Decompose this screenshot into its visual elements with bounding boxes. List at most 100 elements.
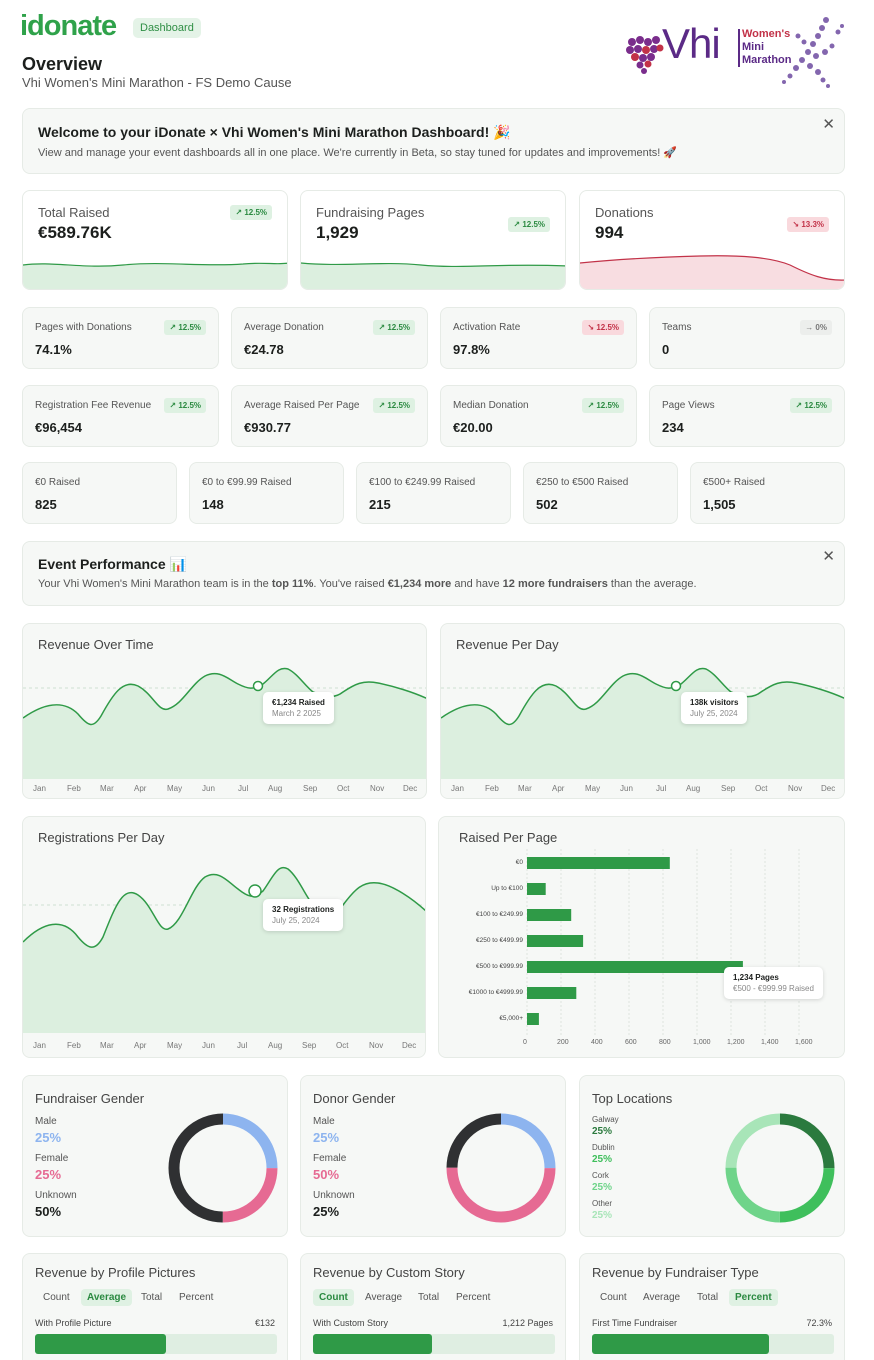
donut-segment-female — [446, 1113, 556, 1223]
bucket-100-249-raised: €100 to €249.99 Raised 215 — [356, 462, 511, 524]
card-title: Donor Gender — [313, 1091, 396, 1106]
stat-label: Page Views — [662, 400, 715, 411]
tab-count[interactable]: Count — [313, 1289, 354, 1306]
stat-label: Median Donation — [453, 400, 529, 411]
bucket-500-plus-raised: €500+ Raised 1,505 — [690, 462, 845, 524]
kpi-label: Fundraising Pages — [316, 205, 425, 220]
welcome-title: Welcome to your iDonate × Vhi Women's Mi… — [38, 124, 511, 140]
bucket-label: €100 to €249.99 Raised — [369, 477, 476, 488]
kpi-label: Total Raised — [38, 205, 110, 220]
x-tick-label: 600 — [625, 1039, 637, 1046]
stat-label: Registration Fee Revenue — [35, 400, 152, 411]
idonate-logo[interactable]: idonate — [20, 10, 117, 42]
stat-label: Average Raised Per Page — [244, 400, 360, 411]
tab-average[interactable]: Average — [643, 1292, 681, 1303]
card-title: Revenue by Fundraiser Type — [592, 1265, 759, 1280]
bar-value: 72.3% — [806, 1318, 832, 1328]
close-icon[interactable]: ✕ — [822, 116, 835, 133]
legend-value-male: 25% — [35, 1130, 62, 1145]
legend-value-cork: 25% — [592, 1182, 613, 1193]
chart-tooltip: €1,234 Raised March 2 2025 — [263, 692, 334, 724]
tab-average[interactable]: Average — [81, 1289, 133, 1306]
bar[interactable] — [527, 961, 743, 973]
performance-text: Your Vhi Women's Mini Marathon team is i… — [38, 578, 697, 590]
chart-title: Revenue Per Day — [456, 637, 559, 652]
heart-icon — [626, 17, 844, 88]
dashboard-badge: Dashboard — [133, 18, 201, 38]
tab-percent[interactable]: Percent — [456, 1292, 491, 1303]
card-title: Revenue by Custom Story — [313, 1265, 465, 1280]
bucket-label: €250 to €500 Raised — [536, 477, 629, 488]
y-category-label: Up to €100 — [491, 885, 523, 892]
stat-pages-with-donations: Pages with Donations 74.1% ↗ 12.5% — [22, 307, 219, 369]
tab-total[interactable]: Total — [697, 1292, 719, 1303]
donut-chart — [725, 1113, 835, 1223]
raised-per-page-chart: Raised Per Page 0 200 400 600 800 1,000 1,200 1… — [438, 816, 845, 1058]
bucket-label: €0 to €99.99 Raised — [202, 477, 292, 488]
tab-average[interactable]: Average — [365, 1292, 403, 1303]
bar[interactable] — [527, 1013, 539, 1025]
stat-median-donation: Median Donation €20.00 ↗ 12.5% — [440, 385, 637, 447]
month-axis: Jan Feb Mar Apr May Jun Jul Aug Sep Oct Nov Dec — [33, 784, 418, 793]
legend-label-male: Male — [313, 1116, 335, 1127]
trend-badge: → 0% — [800, 320, 832, 335]
legend-value-female: 25% — [35, 1167, 62, 1182]
trend-badge: ↘ 12.5% — [582, 320, 624, 335]
legend-value-unknown: 50% — [35, 1204, 62, 1219]
tab-count[interactable]: Count — [43, 1292, 70, 1303]
bar-value: €132 — [254, 1318, 275, 1328]
card-title: Revenue by Profile Pictures — [35, 1265, 196, 1280]
month-axis: Jan Feb Mar Apr May Jun Jul Aug Sep Oct Nov Dec — [33, 1041, 417, 1050]
x-tick-label: 1,400 — [761, 1039, 779, 1046]
trend-badge: ↗ 12.5% — [164, 398, 206, 413]
page-title: Overview — [22, 54, 103, 74]
registrations-per-day-chart: Registrations Per Day 32 Registrations Ju… — [22, 816, 426, 1058]
bar-chart — [526, 849, 800, 1035]
stat-value: €20.00 — [453, 420, 493, 435]
kpi-card-total-raised: Total Raised €589.76K ↗ 12.5% — [22, 190, 288, 290]
bucket-value: 1,505 — [703, 497, 736, 512]
donut-segment-cork — [725, 1113, 835, 1223]
card-title: Top Locations — [592, 1091, 673, 1106]
trend-badge: ↗ 12.5% — [508, 217, 550, 232]
legend-label-female: Female — [35, 1153, 69, 1164]
stat-value: 0 — [662, 342, 670, 357]
bar[interactable] — [527, 987, 577, 999]
bar-chart-labels: 0 200 400 600 800 1,000 1,200 1,400 1,600 €0 Up to… — [439, 817, 844, 1057]
bar[interactable] — [527, 857, 670, 869]
y-category-label: €5,000+ — [499, 1015, 523, 1022]
tab-total[interactable]: Total — [418, 1292, 440, 1303]
legend-label-other: Other — [592, 1199, 613, 1208]
tab-count[interactable]: Count — [600, 1292, 627, 1303]
revenue-over-time-chart: Revenue Over Time €1,234 Raised March 2 2… — [22, 623, 427, 799]
tab-percent[interactable]: Percent — [729, 1289, 778, 1306]
kpi-value: 1,929 — [316, 223, 359, 242]
bar[interactable] — [527, 909, 572, 921]
bar[interactable] — [527, 935, 584, 947]
bar-label: First Time Fundraiser — [592, 1318, 678, 1328]
revenue-by-fundraiser-type-card: Revenue by Fundraiser Type Count Average… — [579, 1253, 845, 1360]
welcome-banner: Welcome to your iDonate × Vhi Women's Mi… — [22, 108, 845, 174]
legend-label-cork: Cork — [592, 1171, 609, 1180]
stat-value: €930.77 — [244, 420, 291, 435]
stat-activation-rate: Activation Rate 97.8% ↘ 12.5% — [440, 307, 637, 369]
progress-track — [313, 1334, 555, 1354]
sparkline — [301, 262, 565, 289]
tab-total[interactable]: Total — [141, 1292, 163, 1303]
donor-gender-card: Donor Gender Male 25% Female 50% Unknown… — [300, 1075, 566, 1237]
vhi-event-logo: Vhi Women's Mini Marathon — [618, 12, 848, 94]
donut-segment-other — [725, 1113, 835, 1223]
stat-teams: Teams 0 → 0% — [649, 307, 845, 369]
bar[interactable] — [527, 883, 546, 895]
welcome-text: View and manage your event dashboards al… — [38, 147, 678, 159]
x-tick-label: 0 — [523, 1039, 527, 1046]
fundraiser-gender-card: Fundraiser Gender Male 25% Female 25% Un… — [22, 1075, 288, 1237]
stat-value: 234 — [662, 420, 684, 435]
tab-percent[interactable]: Percent — [179, 1292, 214, 1303]
close-icon[interactable]: ✕ — [822, 548, 835, 565]
legend-label-galway: Galway — [592, 1115, 619, 1124]
x-tick-label: 800 — [659, 1039, 671, 1046]
bar-label: With Custom Story — [313, 1318, 389, 1328]
chart-title: Registrations Per Day — [38, 830, 165, 845]
bucket-0-raised: €0 Raised 825 — [22, 462, 177, 524]
